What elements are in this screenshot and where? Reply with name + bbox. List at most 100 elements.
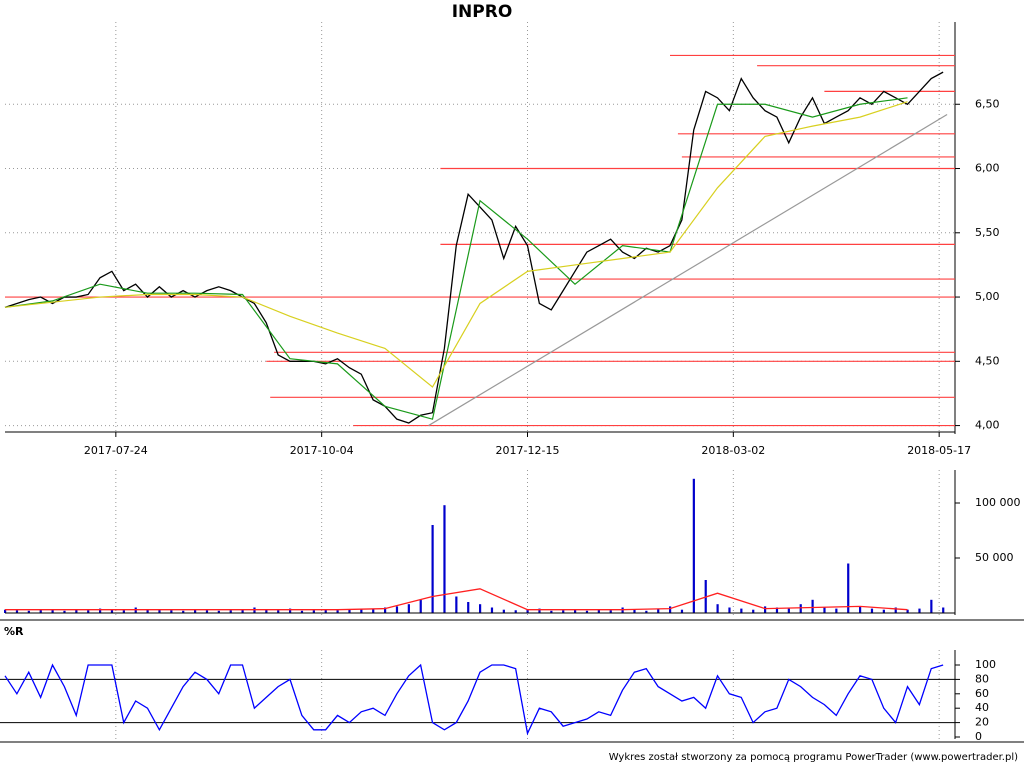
y-tick-label: 4,50 [975,354,1000,367]
volume-bar [360,609,363,613]
volume-bar [194,609,197,613]
series-line [4,101,908,388]
volume-bar [823,607,826,613]
volume-bar [775,607,779,613]
y-tick-label: 6,50 [975,97,1000,110]
volume-bar [490,607,494,613]
volume-bar [87,610,90,613]
panel-title: %R [4,625,24,638]
volume-bar [170,610,173,613]
y-tick-label: 6,00 [975,162,1000,175]
volume-bar [15,610,19,613]
volume-bar [336,610,339,613]
y-tick-label: 100 [975,658,996,671]
volume-bar [799,604,802,613]
volume-bar [99,608,102,613]
trendline [428,114,948,427]
volume-bar [241,609,244,613]
volume-bar [205,610,209,613]
volume-bar [277,610,280,613]
volume-bar [764,606,767,613]
volume-bar [562,610,565,613]
volume-bar [467,602,470,613]
volume-bar [324,609,327,613]
volume-bar [514,610,517,613]
volume-bar [752,609,755,613]
volume-bar [312,610,315,613]
x-tick-label: 2017-10-04 [290,444,354,457]
volume-bar [574,609,577,613]
volume-bar [479,604,482,613]
volume-bar [27,610,30,613]
volume-bar [930,599,933,613]
volume-bar [716,604,719,613]
volume-bar [657,608,660,613]
volume-bar [372,608,375,613]
footer: Wykres został stworzony za pomocą progra… [609,752,1018,763]
volume-bar [692,478,695,613]
volume-bar [229,610,232,613]
volume-bar [906,609,909,613]
volume-bar [847,563,850,613]
y-tick-label: 40 [975,701,989,714]
y-tick-label: 80 [975,672,989,685]
volume-bar [894,607,897,613]
volume-bar [146,609,149,613]
volume-bar [348,609,351,613]
x-tick-label: 2017-12-15 [496,444,560,457]
volume-bar [502,609,505,613]
series-line [4,663,944,736]
volume-bar [633,609,636,613]
y-tick-label: 60 [975,687,989,700]
volume-bar [384,607,387,613]
volume-average [5,588,908,611]
volume-bar [728,607,731,613]
volume-bar [122,610,125,613]
volume-bar [669,606,672,613]
volume-bar [265,609,268,613]
volume-bar [4,609,7,613]
volume-bar [870,608,874,613]
volume-bar [585,610,589,613]
volume-bar [942,607,945,613]
volume-bar [431,525,434,613]
volume-bar [609,610,612,613]
series-line [4,97,908,420]
volume-bar [835,608,838,613]
volume-bar [182,610,185,613]
volume-bar [75,609,78,613]
volume-bar [289,608,292,613]
y-tick-label: 50 000 [975,551,1014,564]
volume-bar [51,609,54,613]
volume-bar [63,610,66,613]
volume-bar [645,610,648,613]
volume-bar [597,609,600,613]
volume-bar [455,596,458,613]
volume-bar [39,609,42,613]
volume-bar [217,610,220,613]
volume-bar [158,609,161,613]
volume-bar [680,609,684,613]
volume-bar [443,505,446,613]
volume-bar [395,606,399,613]
volume-bar [787,608,790,613]
series-line [4,71,944,424]
volume-bar [882,609,885,613]
y-tick-label: 0 [975,730,982,743]
volume-bar [918,608,921,613]
volume-bar [811,599,814,613]
volume-bar [110,609,114,613]
y-tick-label: 4,00 [975,419,1000,432]
volume-bar [550,610,553,613]
y-tick-label: 5,50 [975,226,1000,239]
y-tick-label: 100 000 [975,496,1021,509]
volume-bar [538,608,541,613]
volume-bar [859,606,862,613]
chart-title: INPRO [452,2,513,22]
y-tick-label: 20 [975,716,989,729]
volume-bar [526,609,529,613]
x-tick-label: 2017-07-24 [84,444,148,457]
x-tick-label: 2018-05-17 [907,444,971,457]
